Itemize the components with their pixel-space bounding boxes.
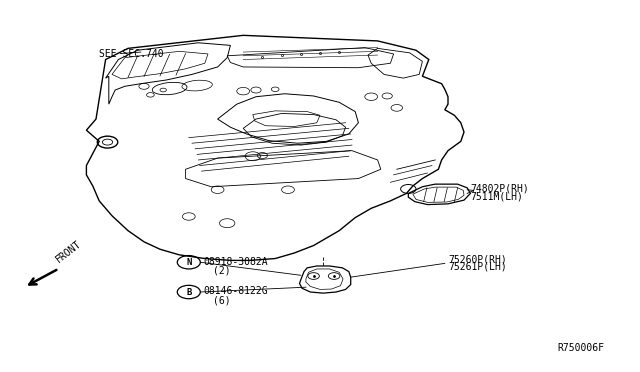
Text: 75260P(RH): 75260P(RH): [448, 254, 507, 264]
Text: (6): (6): [213, 295, 231, 305]
Text: SEE SEC.740: SEE SEC.740: [99, 49, 164, 59]
Text: N: N: [186, 258, 191, 267]
Text: FRONT: FRONT: [54, 239, 84, 265]
Text: 08918-3082A: 08918-3082A: [203, 257, 268, 266]
Text: 75261P(LH): 75261P(LH): [448, 262, 507, 272]
Text: (2): (2): [213, 266, 231, 275]
Text: B: B: [186, 288, 191, 296]
Text: 08146-8122G: 08146-8122G: [203, 286, 268, 296]
Text: 74802P(RH): 74802P(RH): [470, 184, 529, 193]
Text: 7511M(LH): 7511M(LH): [470, 191, 524, 201]
Text: R750006F: R750006F: [558, 343, 605, 353]
